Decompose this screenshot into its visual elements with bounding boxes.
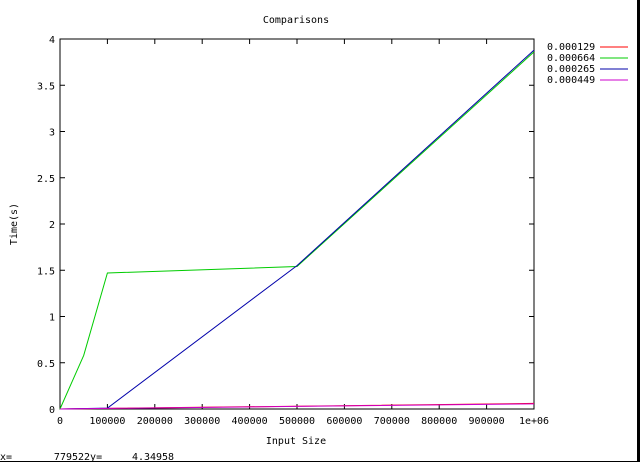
x-tick-label: 800000 bbox=[421, 416, 457, 427]
y-tick-label: 1 bbox=[49, 313, 55, 324]
y-tick-label: 3 bbox=[49, 128, 55, 139]
legend-label-3: 0.000265 bbox=[547, 64, 595, 75]
x-tick-label: 500000 bbox=[279, 416, 315, 427]
legend-label-1: 0.000129 bbox=[547, 42, 595, 53]
legend-label-4: 0.000449 bbox=[547, 75, 595, 86]
status-bar: x= 779522y= 4.34958 bbox=[0, 452, 640, 464]
series-line-3 bbox=[59, 49, 535, 410]
x-tick-label: 200000 bbox=[137, 416, 173, 427]
line-chart: Comparisons Time(s) Input Size 0 100000 20… bbox=[9, 15, 628, 447]
y-tick-label: 3.5 bbox=[37, 81, 55, 92]
y-tick-label: 2 bbox=[49, 220, 55, 231]
series-line-4 bbox=[59, 403, 535, 410]
status-y-label: y= bbox=[90, 452, 103, 463]
x-tick-label: 1e+06 bbox=[519, 416, 549, 427]
y-tick-label: 0.5 bbox=[37, 359, 55, 370]
status-y-value: 4.34958 bbox=[131, 452, 175, 463]
x-tick-label: 300000 bbox=[184, 416, 220, 427]
legend-label-2: 0.000664 bbox=[547, 53, 595, 64]
x-tick-label: 0 bbox=[57, 416, 63, 427]
status-x-value: 779522 bbox=[53, 452, 91, 463]
x-tick-label: 700000 bbox=[374, 416, 410, 427]
x-tick-label: 100000 bbox=[89, 416, 125, 427]
x-axis-label: Input Size bbox=[266, 436, 326, 447]
y-tick-label: 0 bbox=[49, 405, 55, 416]
ticks-layer: 0 100000 200000 300000 400000 500000 600000 700… bbox=[37, 35, 549, 427]
y-tick-label: 4 bbox=[49, 35, 55, 46]
chart-title: Comparisons bbox=[263, 15, 329, 26]
status-x-label: x= bbox=[0, 452, 13, 463]
x-tick-label: 600000 bbox=[326, 416, 362, 427]
y-tick-label: 1.5 bbox=[37, 266, 55, 277]
y-axis-label-group: Time(s) bbox=[9, 203, 20, 245]
series-line-2 bbox=[59, 51, 535, 410]
y-axis-label: Time(s) bbox=[9, 203, 20, 245]
x-tick-label: 400000 bbox=[232, 416, 268, 427]
x-tick-label: 900000 bbox=[469, 416, 505, 427]
series-layer bbox=[59, 49, 535, 410]
plot-area bbox=[59, 38, 535, 410]
y-tick-label: 2.5 bbox=[37, 174, 55, 185]
